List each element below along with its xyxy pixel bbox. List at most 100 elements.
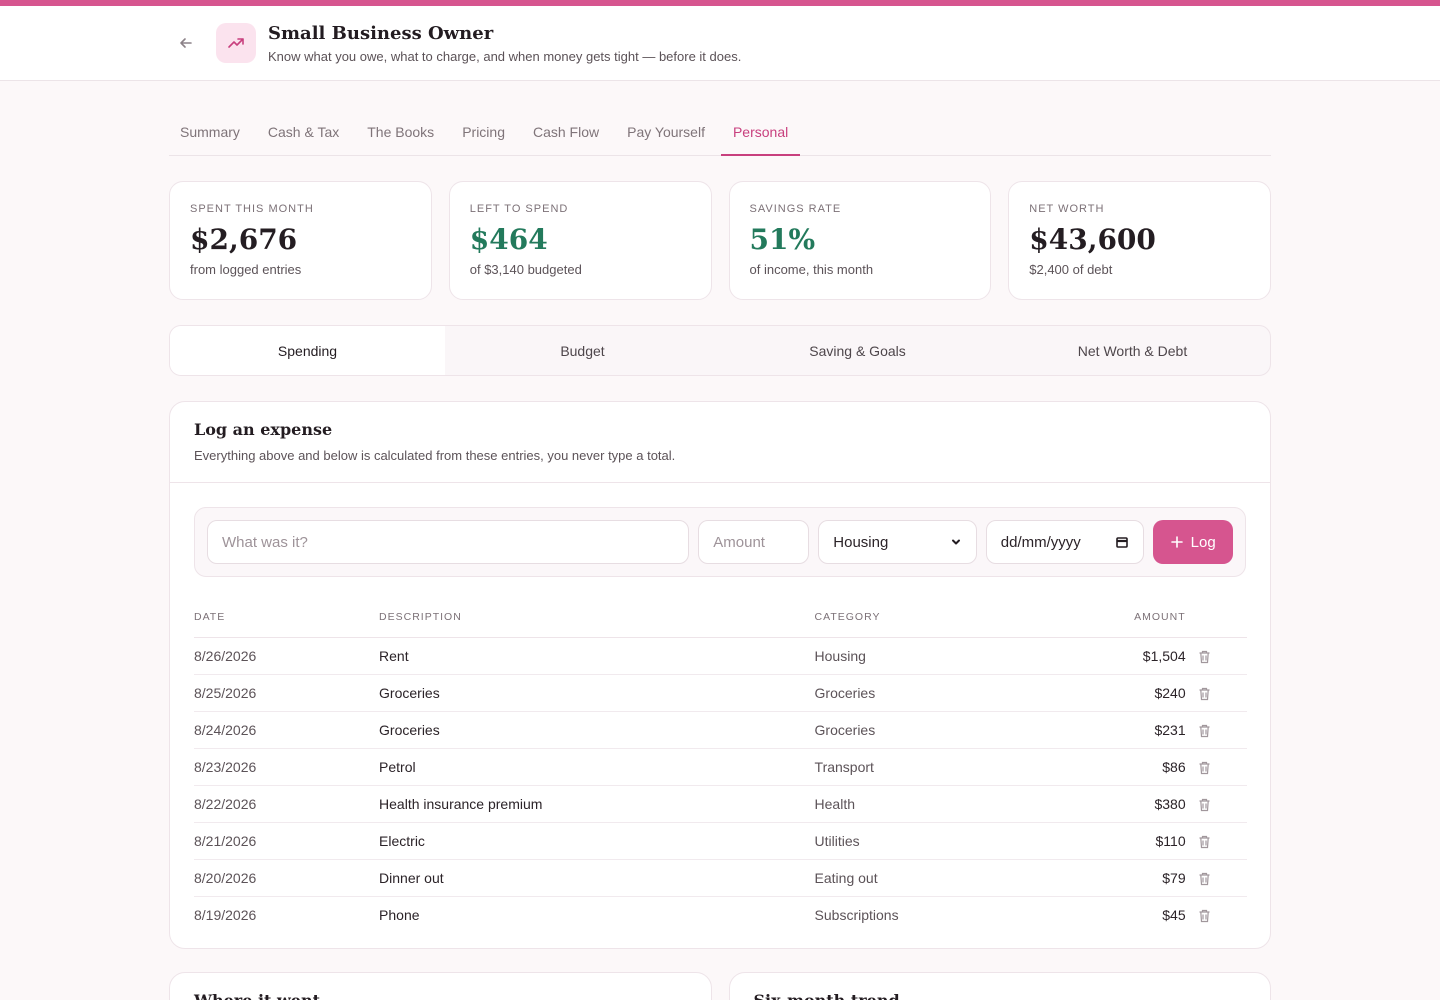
row-description: Groceries [379,711,815,749]
stat-card-net-worth: NET WORTH $43,600 $2,400 of debt [1008,181,1271,300]
arrow-left-icon [180,38,192,48]
row-amount: $110 [1070,822,1186,860]
stat-cards: SPENT THIS MONTH $2,676 from logged entr… [169,181,1271,300]
table-row: 8/21/2026 Electric Utilities $110 [194,822,1247,860]
row-description: Electric [379,822,815,860]
log-button[interactable]: Log [1153,520,1234,564]
stat-note: from logged entries [190,262,302,277]
stat-value: $2,676 [190,223,298,256]
row-amount: $45 [1162,906,1186,923]
row-amount: $1,504 [1070,637,1186,675]
row-date: 8/19/2026 [194,906,257,923]
row-amount: $240 [1070,674,1186,712]
stat-label: LEFT TO SPEND [469,203,569,215]
column-header-category: CATEGORY [814,597,1071,638]
row-delete-cell [1185,785,1247,823]
subtab-spending[interactable]: Spending [170,326,445,375]
where-it-went-card: Where it went [169,972,712,1000]
table-row: 8/25/2026 Groceries Groceries $240 [194,674,1247,712]
table-row: 8/19/2026 Phone Subscriptions $45 [194,896,1247,933]
card-title: Where it went [194,991,687,1000]
row-delete-cell [1185,637,1247,675]
trash-icon[interactable] [1198,835,1211,849]
app-logo [216,23,256,63]
row-category: Transport [814,748,1071,786]
personal-subtabs: Spending Budget Saving & Goals Net Worth… [169,325,1271,376]
row-category: Health [814,785,1071,823]
trash-icon[interactable] [1198,872,1211,886]
trending-up-icon [228,38,244,48]
trash-icon[interactable] [1198,687,1211,701]
row-date: 8/22/2026 [194,785,380,823]
table-row: 8/24/2026 Groceries Groceries $231 [194,711,1247,749]
amount-input[interactable] [698,520,810,564]
stat-card-savings-rate: SAVINGS RATE 51% of income, this month [728,181,992,300]
row-description: Rent [379,637,815,675]
stat-label: NET WORTH [1029,203,1105,215]
row-amount: $231 [1070,711,1186,749]
row-date: 8/21/2026 [194,822,380,860]
row-delete-cell [1185,859,1247,897]
trash-icon[interactable] [1198,724,1211,738]
column-header-description: DESCRIPTION [379,597,815,638]
page-title: Small Business Owner [268,22,494,44]
page-subtitle: Know what you owe, what to charge, and w… [268,48,742,64]
stat-label: SAVINGS RATE [749,203,842,215]
tab-cash-tax[interactable]: Cash & Tax [267,124,340,140]
back-button[interactable] [170,27,202,59]
row-description: Health insurance premium [379,785,815,823]
stat-note: $2,400 of debt [1029,262,1113,277]
row-delete-cell [1185,748,1247,786]
row-description: Phone [379,906,420,923]
tab-the-books[interactable]: The Books [367,124,435,140]
six-month-trend-card: Six-month trend [728,972,1271,1000]
tab-pay-yourself[interactable]: Pay Yourself [627,124,705,140]
tab-personal[interactable]: Personal [720,113,801,156]
trash-icon[interactable] [1198,798,1211,812]
subtab-net-worth-debt[interactable]: Net Worth & Debt [1077,342,1188,359]
chevron-down-icon [951,539,960,545]
row-date: 8/26/2026 [194,637,380,675]
row-delete-cell [1186,896,1247,933]
row-date: 8/20/2026 [194,859,380,897]
description-input[interactable] [207,520,690,564]
subtab-saving-goals[interactable]: Saving & Goals [809,342,906,359]
date-input[interactable]: dd/mm/yyyy [985,520,1145,564]
stat-card-left-to-spend: LEFT TO SPEND $464 of $3,140 budgeted [448,181,712,300]
row-description: Dinner out [379,859,815,897]
stat-label: SPENT THIS MONTH [190,203,314,215]
stat-note: of income, this month [749,262,874,277]
tab-summary[interactable]: Summary [180,124,240,140]
row-category: Utilities [814,822,1071,860]
column-header-date: DATE [194,597,380,638]
subtab-budget[interactable]: Budget [560,342,605,359]
log-expense-card: Log an expense Everything above and belo… [169,401,1271,949]
bottom-cards: Where it went Six-month trend [169,972,1271,1000]
page-header: Small Business Owner Know what you owe, … [0,6,1440,81]
tab-cash-flow[interactable]: Cash Flow [532,124,600,140]
card-title: Six-month trend [754,991,1247,1000]
stat-value: $464 [469,223,548,256]
row-delete-cell [1185,711,1247,749]
calendar-icon [1116,537,1129,548]
table-header-row: DATE DESCRIPTION CATEGORY AMOUNT [194,597,1247,638]
row-date: 8/25/2026 [194,674,380,712]
date-placeholder: dd/mm/yyyy [1000,533,1081,551]
trash-icon[interactable] [1198,650,1211,664]
row-amount: $79 [1070,859,1186,897]
category-select[interactable]: Housing [818,520,977,564]
trash-icon[interactable] [1198,909,1211,923]
row-description: Groceries [379,674,815,712]
expense-form: Housing dd/mm/yyyy Log [194,507,1246,577]
row-category: Groceries [814,711,1071,749]
row-description: Petrol [379,748,815,786]
row-amount: $380 [1070,785,1186,823]
column-header-amount: AMOUNT [1070,597,1186,638]
plus-icon [1170,536,1183,548]
trash-icon[interactable] [1198,761,1211,775]
card-header: Log an expense Everything above and belo… [170,402,1270,483]
tab-pricing[interactable]: Pricing [462,124,505,140]
row-category: Groceries [814,674,1071,712]
table-row: 8/26/2026 Rent Housing $1,504 [194,637,1247,675]
row-delete-cell [1185,674,1247,712]
